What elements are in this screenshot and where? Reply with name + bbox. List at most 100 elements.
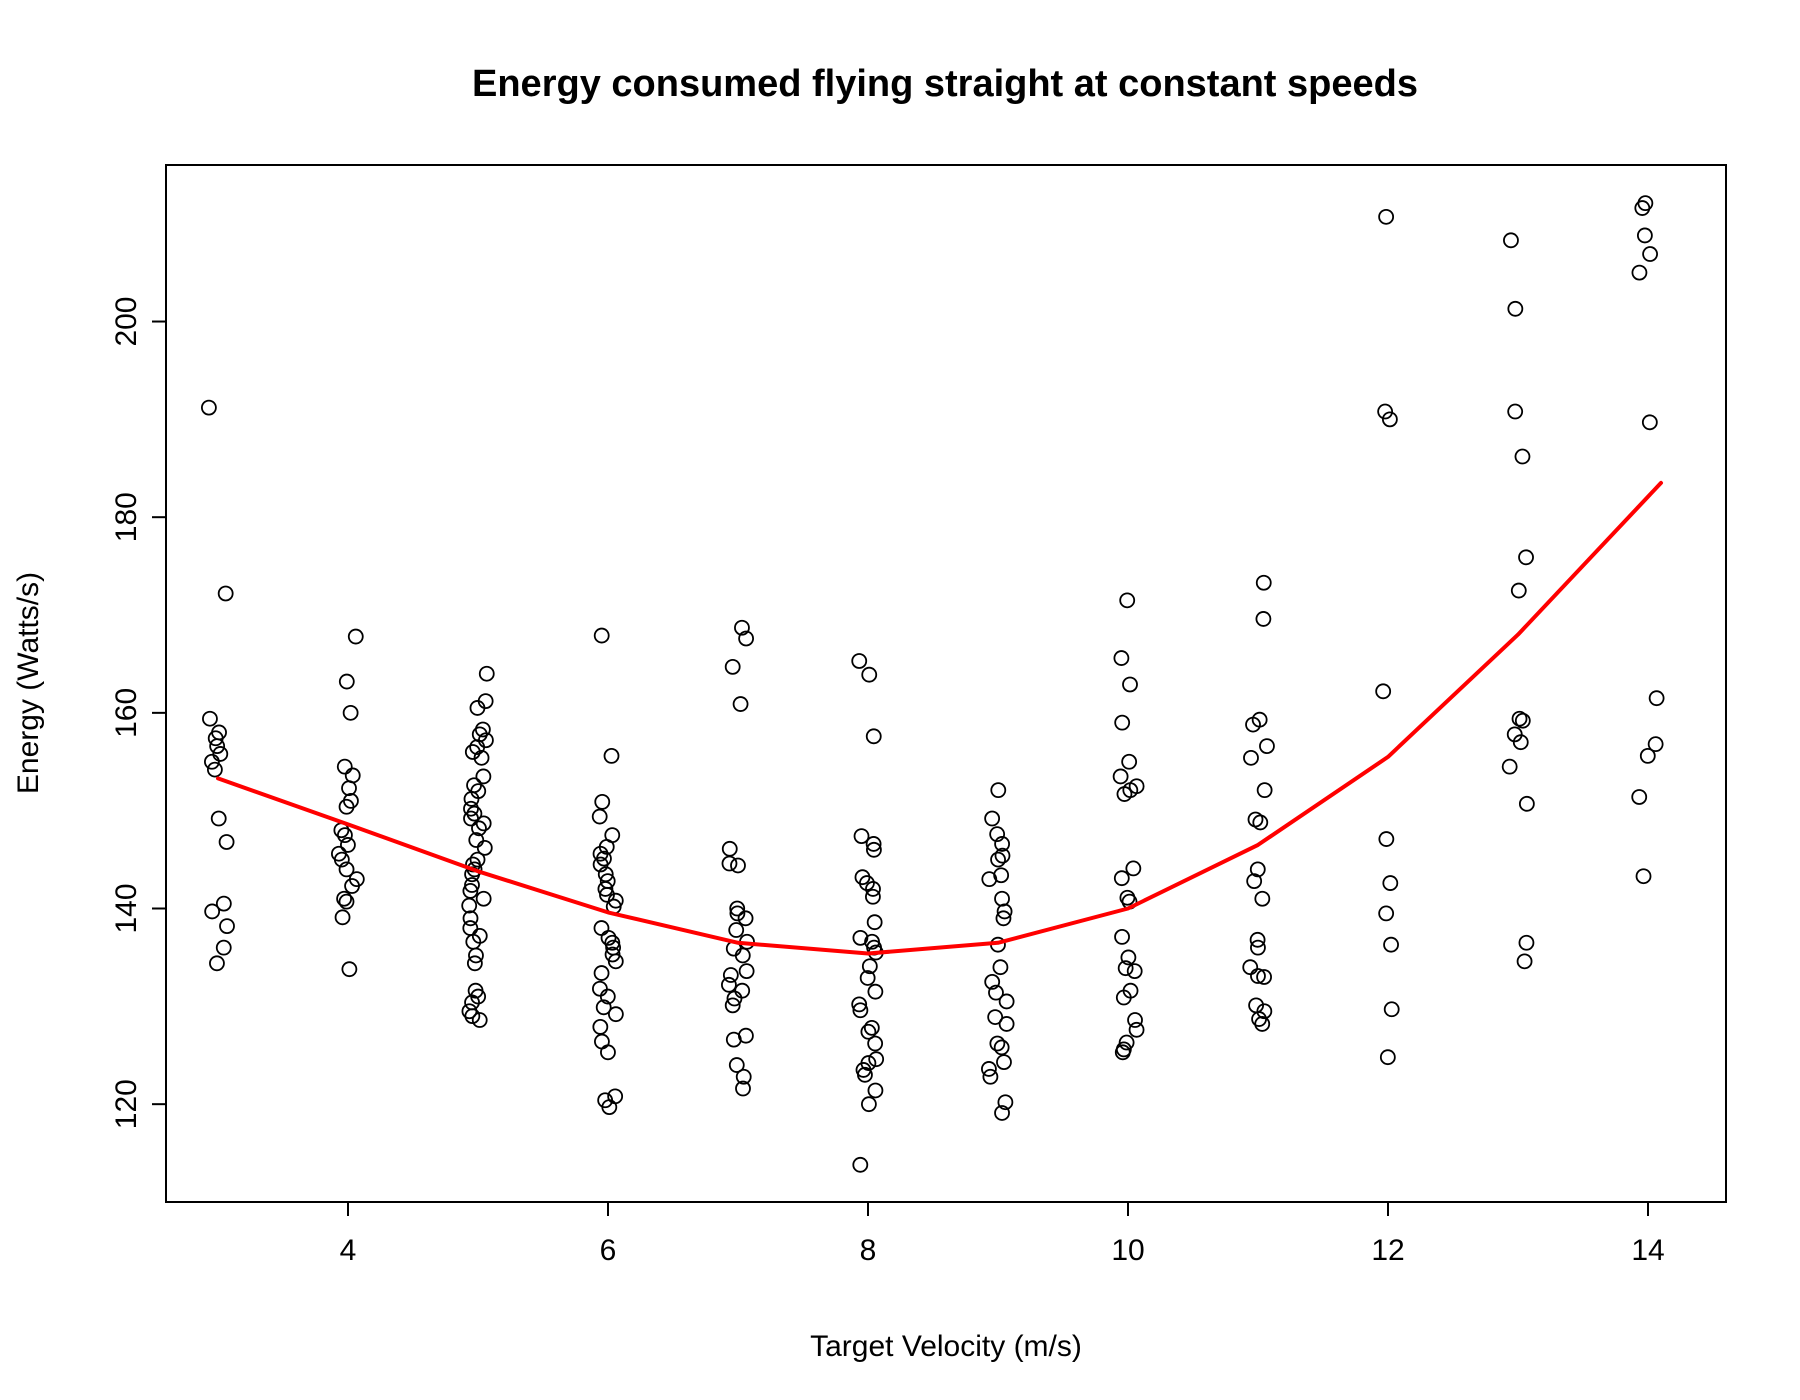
data-point (1117, 960, 1134, 977)
data-point (1121, 753, 1138, 770)
data-point (200, 399, 217, 416)
data-point (342, 704, 359, 721)
data-point (852, 929, 869, 946)
data-point (987, 1009, 1004, 1026)
data-point (1255, 574, 1272, 591)
data-point (998, 1016, 1015, 1032)
data-point (1249, 861, 1266, 878)
data-point (1114, 714, 1131, 731)
data-point (466, 955, 483, 972)
data-point (1648, 690, 1665, 707)
data-point (1501, 758, 1518, 775)
data-point (601, 1099, 618, 1116)
data-point (603, 747, 620, 764)
data-point (1631, 264, 1648, 281)
data-point (1112, 768, 1129, 785)
data-point (1118, 1034, 1135, 1051)
data-point (724, 658, 741, 675)
data-point (1254, 890, 1271, 907)
data-point (865, 836, 882, 852)
data-point (206, 761, 223, 778)
data-point (1634, 200, 1651, 216)
data-point (344, 767, 361, 784)
data-point (995, 910, 1012, 927)
data-point (1636, 227, 1653, 244)
data-point (861, 958, 878, 975)
data-point (344, 878, 360, 894)
y-axis: 120 140 160 180 200 (110, 296, 167, 1129)
data-point (1245, 716, 1261, 733)
data-point (729, 900, 746, 917)
data-point (464, 1008, 481, 1025)
data-point (1378, 831, 1395, 847)
data-point (994, 890, 1010, 907)
data-point (994, 836, 1011, 852)
data-point (721, 855, 738, 872)
data-point (461, 897, 478, 914)
y-tick-label: 180 (110, 492, 143, 542)
data-point (1128, 1021, 1145, 1038)
data-point (1378, 208, 1395, 225)
data-point (1518, 549, 1534, 566)
data-point (204, 903, 221, 920)
data-point (209, 738, 226, 755)
data-point (738, 630, 755, 647)
data-point (1637, 195, 1654, 212)
data-point (1377, 403, 1394, 420)
data-point (204, 753, 220, 770)
data-point (469, 739, 486, 755)
data-point (851, 996, 868, 1013)
data-point (984, 810, 1001, 827)
data-point (597, 881, 614, 897)
data-point (866, 841, 882, 858)
data-point (1507, 403, 1524, 420)
data-point (1126, 963, 1143, 980)
data-point (340, 837, 356, 853)
data-point (594, 793, 611, 810)
x-axis: 4 6 8 10 12 14 (340, 1201, 1665, 1267)
data-point (1514, 448, 1531, 465)
data-point (990, 851, 1006, 868)
data-point (1114, 1044, 1131, 1061)
data-point (209, 955, 225, 972)
data-point (475, 768, 492, 785)
y-tick-label: 160 (110, 688, 143, 738)
data-point (593, 627, 610, 644)
data-point (1246, 873, 1263, 890)
data-point (607, 1006, 624, 1023)
data-point (599, 988, 616, 1005)
data-point (466, 805, 483, 822)
plot-area (165, 164, 1727, 1203)
data-point (1120, 949, 1137, 966)
data-point (463, 800, 479, 817)
data-point (729, 905, 746, 922)
data-point (1250, 939, 1266, 956)
data-point (341, 780, 357, 797)
data-point (336, 758, 353, 775)
data-point (600, 929, 617, 946)
data-point (1383, 1001, 1400, 1018)
data-point (1503, 232, 1519, 249)
data-point (865, 888, 881, 905)
data-point (1514, 712, 1531, 729)
data-point (851, 653, 868, 669)
data-point (462, 910, 479, 927)
data-point (338, 798, 355, 815)
data-point (852, 1156, 869, 1173)
data-point (210, 810, 227, 827)
data-point (996, 1054, 1012, 1071)
data-point (600, 1044, 616, 1061)
data-point (1250, 968, 1266, 984)
data-point (996, 903, 1013, 920)
data-point (475, 815, 492, 832)
data-point (732, 696, 749, 712)
data-point (726, 990, 743, 1007)
data-point (593, 965, 610, 981)
data-point (728, 922, 745, 938)
x-tick-label: 8 (860, 1234, 877, 1267)
data-point (721, 976, 737, 993)
data-point (593, 920, 610, 936)
data-point (852, 1002, 869, 1019)
data-point (857, 1066, 873, 1083)
